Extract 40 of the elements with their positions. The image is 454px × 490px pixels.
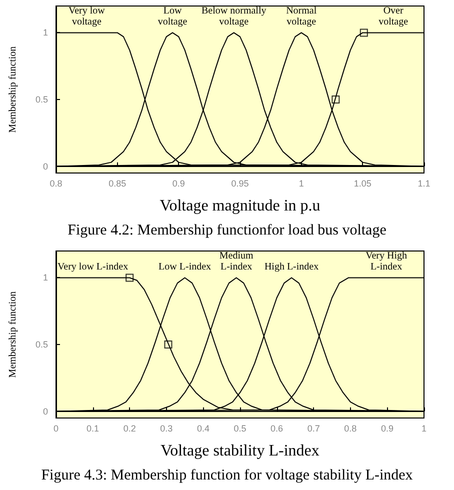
y-tick-label: 0: [42, 406, 48, 416]
x-tick-label: 0.6: [270, 424, 284, 434]
x-tick-label: 1: [298, 178, 304, 188]
x-tick-label: 0.2: [123, 424, 136, 434]
y-tick-label: 0.5: [35, 340, 48, 350]
x-tick-label: 0.8: [344, 424, 357, 434]
x-tick-label: 1.05: [354, 178, 372, 188]
series-label: Over voltage: [378, 6, 409, 28]
x-tick-label: 0.85: [108, 178, 126, 188]
series-label: High L-index: [264, 262, 319, 273]
text: Figure 4.2: Membership functionfor load bus voltage: [68, 222, 387, 238]
series-label: Very High L-index: [366, 250, 407, 273]
y-axis-title: Membership function: [8, 291, 18, 378]
x-tick-label: 0: [53, 424, 59, 434]
y-tick-label: 1: [42, 28, 48, 38]
x-axis-title: Voltage stability L-index: [160, 442, 320, 460]
x-tick-label: 0.4: [196, 424, 210, 434]
text: Figure 4.3: Membership function for voltage stability L-index: [41, 468, 414, 484]
y-tick-label: 0: [42, 161, 48, 172]
x-tick-label: 0.9: [172, 178, 185, 188]
x-tick-label: 1: [421, 424, 427, 434]
x-tick-label: 0.8: [50, 178, 62, 188]
y-axis-title: Membership function: [8, 46, 18, 133]
series-label: Low voltage: [158, 6, 188, 28]
series-label: Below normally voltage: [202, 6, 266, 28]
y-tick-label: 1: [42, 272, 48, 283]
series-label: Normal voltage: [286, 6, 317, 28]
y-tick-label: 0.5: [35, 94, 48, 105]
series-label: Very low voltage: [68, 6, 106, 28]
x-tick-label: 1.1: [418, 178, 430, 188]
x-tick-label: 0.3: [160, 424, 173, 434]
x-axis-title: Voltage magnitude in p.u: [160, 198, 320, 214]
series-label: Medium L-index: [219, 250, 254, 273]
series-label: Very low L-index: [58, 262, 128, 273]
x-tick-label: 0.1: [86, 424, 100, 434]
x-tick-label: 0.9: [380, 424, 394, 434]
series-label: Low L-index: [158, 262, 212, 273]
x-tick-label: 0.5: [234, 424, 246, 434]
x-tick-label: 0.7: [307, 424, 320, 434]
x-tick-label: 0.95: [231, 178, 249, 188]
